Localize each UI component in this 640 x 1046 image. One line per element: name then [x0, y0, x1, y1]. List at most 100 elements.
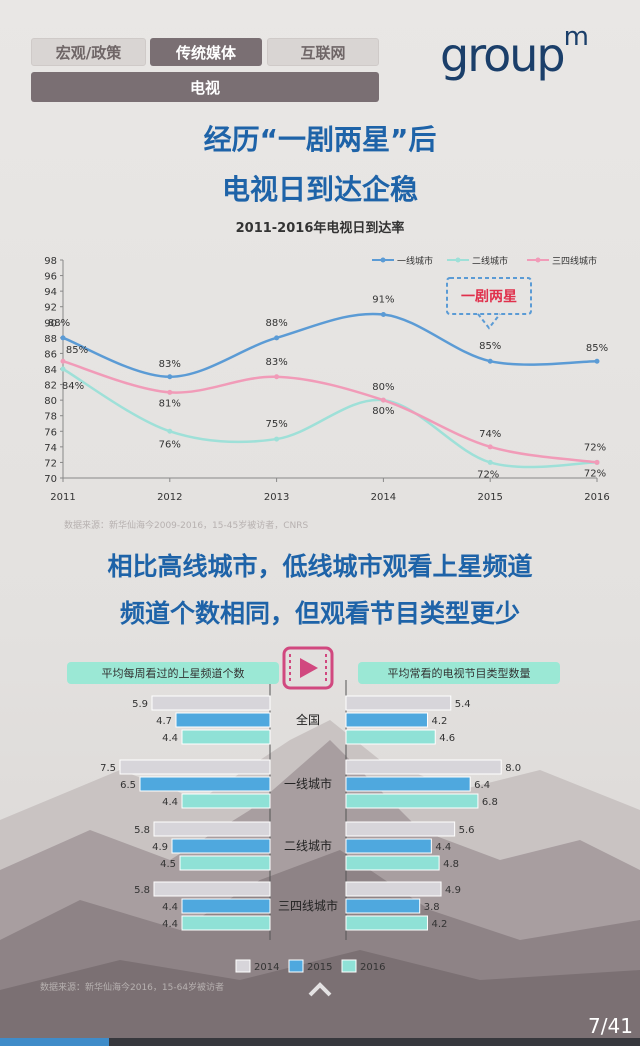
data-point	[594, 459, 600, 465]
bar-left	[139, 776, 271, 792]
category-label: 三四线城市	[278, 898, 338, 913]
bar-left	[153, 881, 271, 897]
bar-right	[345, 821, 456, 837]
bar-right-label: 4.4	[435, 842, 451, 853]
data-point	[167, 374, 173, 380]
y-tick-label: 86	[44, 349, 57, 360]
data-point	[380, 312, 386, 317]
groupm-logo: groupm	[440, 22, 589, 82]
bar-left-label: 4.4	[162, 902, 178, 913]
bar-left	[181, 729, 271, 745]
data-label: 72%	[477, 469, 499, 480]
data-point	[274, 436, 280, 442]
series-line-2	[62, 367, 598, 469]
data-label: 81%	[159, 398, 181, 409]
progress-bar	[0, 1038, 640, 1046]
legend-marker	[535, 257, 541, 263]
legend-marker	[380, 257, 386, 263]
bar-left	[181, 898, 271, 914]
tab-macro-policy[interactable]: 宏观/政策	[31, 38, 146, 66]
data-point	[167, 389, 173, 395]
annotation-pointer	[477, 313, 501, 330]
legend-swatch	[341, 959, 357, 973]
data-point	[167, 428, 173, 434]
category-label: 全国	[296, 712, 320, 727]
data-point	[274, 335, 280, 341]
bar-left-label: 4.4	[162, 797, 178, 808]
headline-1-line-2: 电视日到达企稳	[221, 173, 418, 206]
data-label: 83%	[159, 359, 181, 370]
data-point	[594, 358, 600, 364]
left-header-bg	[67, 662, 279, 684]
annotation-callout: 一剧两星	[446, 277, 532, 330]
data-label: 83%	[265, 357, 287, 368]
tab-traditional-media[interactable]: 传统媒体	[150, 38, 262, 66]
data-label: 85%	[586, 343, 608, 354]
data-label: 91%	[372, 295, 394, 306]
subtab-tv[interactable]: 电视	[31, 72, 379, 102]
data-point	[60, 335, 66, 341]
x-tick-label: 2015	[477, 492, 502, 503]
bar-left-label: 6.5	[120, 780, 136, 791]
bar-right	[345, 793, 479, 809]
bar-right-label: 4.6	[439, 733, 455, 744]
y-tick-label: 78	[44, 412, 57, 423]
video-icon	[282, 646, 334, 690]
bar-right	[345, 898, 421, 914]
data-label: 85%	[66, 345, 88, 356]
data-label: 80%	[372, 382, 394, 393]
data-point	[487, 358, 493, 364]
bar-right-label: 4.2	[431, 716, 447, 727]
bar-right-label: 6.4	[474, 780, 490, 791]
bar-right	[345, 729, 436, 745]
data-point	[380, 397, 386, 403]
bar-left-label: 4.7	[156, 716, 172, 727]
tab-internet[interactable]: 互联网	[267, 38, 379, 66]
legend-marker	[455, 257, 461, 263]
data-label: 85%	[479, 341, 501, 352]
line-chart: 2011-2016年电视日到达率 70 72 74 76 78 80 82 84 86 88 90 92…	[44, 220, 609, 503]
y-tick-label: 92	[44, 303, 57, 314]
data-label: 80%	[372, 406, 394, 417]
legend-swatch	[288, 959, 304, 973]
bar-right	[345, 712, 428, 728]
bar-left	[119, 759, 271, 775]
x-tick-label: 2012	[157, 492, 182, 503]
bar-right	[345, 695, 452, 711]
y-tick-label: 76	[44, 427, 57, 438]
legend-swatch	[235, 959, 251, 973]
y-tick-label: 94	[44, 287, 57, 298]
legend-label: 一线城市	[397, 255, 433, 267]
bar-left	[181, 793, 271, 809]
x-tick-label: 2011	[50, 492, 75, 503]
series-line-1	[62, 312, 598, 379]
bar-right	[345, 776, 471, 792]
data-label: 75%	[265, 419, 287, 430]
bar-left-label: 4.9	[152, 842, 168, 853]
series-line-3	[62, 360, 598, 464]
legend-label: 2014	[254, 962, 279, 973]
page-number: 7/41	[588, 1014, 633, 1038]
bar-right	[345, 855, 440, 871]
y-tick-label: 70	[44, 474, 57, 485]
headline-2-line-2: 频道个数相同，但观看节目类型更少	[119, 599, 520, 628]
bar-left-label: 5.9	[132, 699, 148, 710]
bar-left	[151, 695, 271, 711]
data-label: 88%	[265, 318, 287, 329]
bar-left-label: 5.8	[134, 885, 150, 896]
bar-right-label: 3.8	[424, 902, 440, 913]
data-label: 76%	[159, 439, 181, 450]
x-tick-label: 2016	[584, 492, 609, 503]
category-label: 二线城市	[284, 838, 332, 853]
bar-right-label: 4.9	[445, 885, 461, 896]
progress-fill	[0, 1038, 109, 1046]
bar-left-label: 7.5	[100, 763, 116, 774]
chevron-up-icon[interactable]	[305, 975, 335, 1005]
bar-left-label: 4.4	[162, 733, 178, 744]
source-note-1: 数据来源：新华仙海今2009-2016，15-45岁被访者，CNRS	[64, 521, 309, 531]
source-note-2: 数据来源：新华仙海今2016，15-64岁被访者	[40, 983, 225, 993]
annotation-text: 一剧两星	[461, 289, 517, 305]
left-header: 平均每周看过的上星频道个数	[102, 666, 245, 680]
right-header: 平均常看的电视节目类型数量	[388, 666, 531, 680]
